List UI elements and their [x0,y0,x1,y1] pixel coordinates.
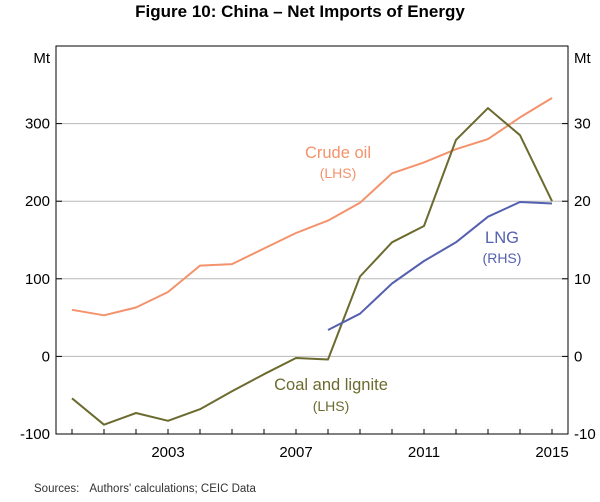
series-line-coal-and-lignite [71,107,553,426]
series-label-crude-oil: Crude oil [305,144,371,162]
left-tick-label: 0 [42,348,50,365]
right-tick-label: 0 [574,348,582,365]
x-tick-label: 2015 [535,444,568,461]
sources-text: Authors' calculations; CEIC Data [89,483,256,495]
left-tick-label: 200 [25,193,50,210]
x-tick-label: 2007 [279,444,312,461]
series-label-coal-and-lignite: Coal and lignite [274,376,388,394]
sources-note: Sources: Authors' calculations; CEIC Data [34,483,256,495]
right-tick-label: 20 [574,193,591,210]
sources-label: Sources: [34,483,80,495]
right-axis-unit: Mt [574,50,591,67]
series-axis-note-crude-oil: (LHS) [320,165,357,181]
series-axis-note-coal-and-lignite: (LHS) [313,398,350,414]
left-axis-unit: Mt [33,50,50,67]
right-tick-label: -10 [574,426,596,443]
x-tick-label: 2003 [151,444,184,461]
left-tick-label: 300 [25,116,50,133]
right-tick-label: 30 [574,116,591,133]
chart-title: Figure 10: China – Net Imports of Energy [135,2,465,21]
series-axis-note-lng: (RHS) [483,250,522,266]
x-tick-label: 2011 [408,444,440,461]
left-tick-label: -100 [20,426,50,443]
series-label-lng: LNG [485,229,519,247]
left-tick-label: 100 [25,271,50,288]
series-line-crude-oil [71,97,553,317]
series-line-lng [327,201,553,331]
right-tick-label: 10 [574,271,591,288]
plot-frame [55,45,569,435]
